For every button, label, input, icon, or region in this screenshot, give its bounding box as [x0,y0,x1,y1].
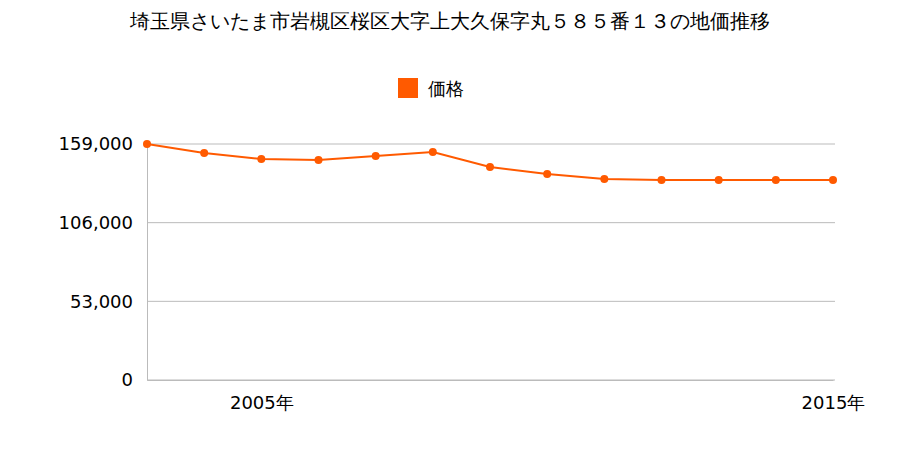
marker [772,176,780,184]
y-axis: 0 53,000 106,000 159,000 [59,133,148,390]
y-tick: 159,000 [59,133,147,154]
legend-label: 価格 [428,78,464,99]
legend-swatch [398,78,418,98]
y-tick: 0 [122,369,147,390]
title: 埼玉県さいたま市岩槻区桜区大字上大久保字丸５８５番１３の地価推移 [129,9,770,33]
marker [543,170,551,178]
grid-line [147,301,835,302]
marker [143,140,151,148]
marker [600,175,608,183]
x-tick: 2015年 [802,380,866,413]
marker [257,155,265,163]
y-tick-label: 0 [122,369,133,390]
x-tick: 2005年 [230,380,294,413]
x-tick-label: 2005年 [230,392,294,413]
y-tick: 53,000 [70,291,147,312]
y-axis-line [147,145,148,381]
grid [147,144,835,380]
grid-line [147,222,835,223]
y-tick-label: 106,000 [59,212,133,233]
x-tick-label: 2015年 [802,392,866,413]
x-axis: 2005年 2015年 [148,380,866,413]
plot-area [143,140,837,184]
marker [715,176,723,184]
x-axis-line [148,380,834,381]
marker [315,156,323,164]
chart: 埼玉県さいたま市岩槻区桜区大字上大久保字丸５８５番１３の地価推移 0 53,000 1… [0,0,900,450]
y-tick-label: 53,000 [70,291,133,312]
marker [200,149,208,157]
marker [658,176,666,184]
y-tick-label: 159,000 [59,133,133,154]
line [147,144,833,180]
legend: 価格 [398,78,464,99]
marker [372,152,380,160]
y-tick: 106,000 [59,212,147,233]
grid-line [147,380,835,381]
marker [829,176,837,184]
marker [486,163,494,171]
marker [429,148,437,156]
grid-line [147,144,835,145]
